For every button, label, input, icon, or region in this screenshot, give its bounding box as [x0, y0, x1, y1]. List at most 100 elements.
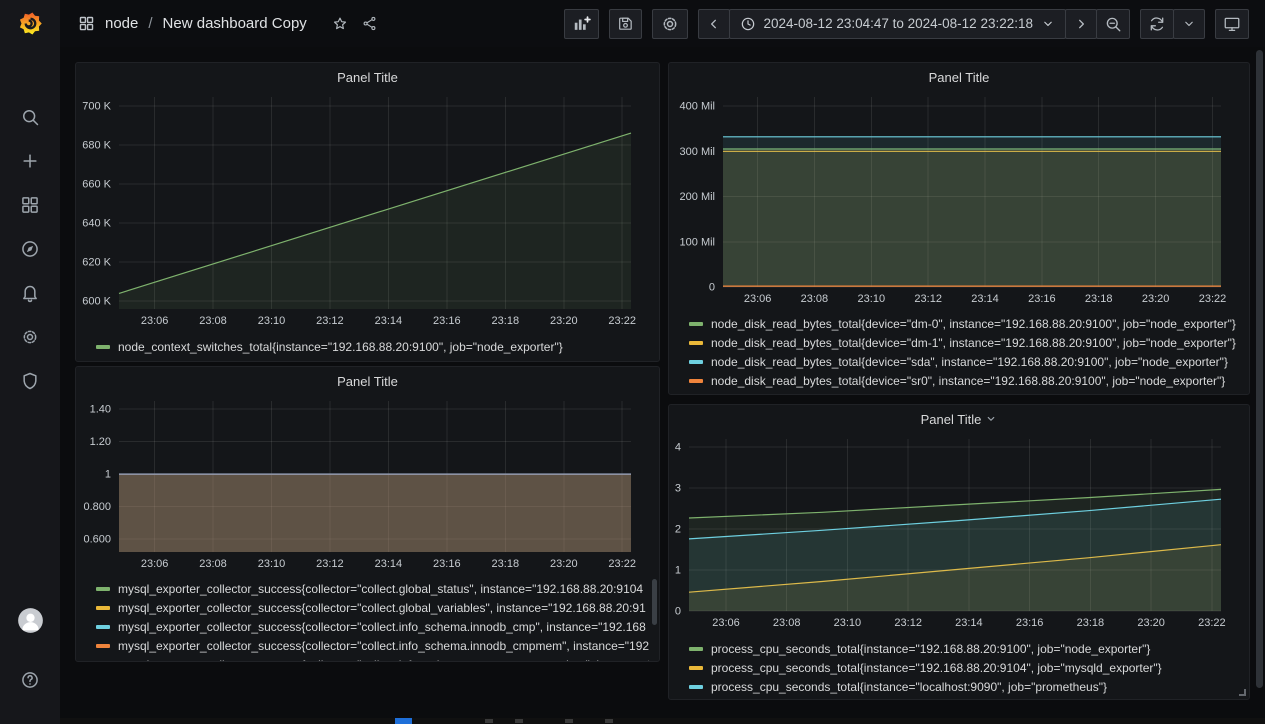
sidebar-item-help[interactable]	[8, 658, 52, 702]
panel-resize-handle[interactable]	[1239, 689, 1246, 696]
svg-text:23:18: 23:18	[492, 558, 520, 570]
add-panel-button[interactable]	[564, 9, 599, 39]
legend-item[interactable]: process_cpu_seconds_total{instance="loca…	[689, 677, 1239, 696]
legend-swatch	[96, 587, 110, 591]
sidebar-item-dashboards[interactable]	[8, 183, 52, 227]
panel-disk-read-bytes: Panel Title 400 Mil300 Mil200 Mil100 Mil…	[668, 62, 1250, 395]
legend-swatch	[689, 685, 703, 689]
panel-menu-chevron-icon	[985, 413, 997, 425]
zoom-out-icon	[1104, 15, 1122, 33]
svg-text:0.800: 0.800	[83, 501, 111, 513]
sidebar-item-create[interactable]	[8, 139, 52, 183]
page-title[interactable]: New dashboard Copy	[163, 15, 307, 32]
legend-item[interactable]: node_disk_read_bytes_total{device="sda",…	[689, 352, 1239, 371]
svg-text:23:08: 23:08	[199, 315, 227, 327]
svg-text:600 K: 600 K	[82, 296, 111, 308]
save-dashboard-button[interactable]	[609, 9, 642, 39]
dashboard-canvas: Panel Title 700 K680 K660 K640 K620 K600…	[60, 47, 1265, 724]
legend-item[interactable]: mysql_exporter_collector_success{collect…	[96, 598, 649, 617]
apps-grid-icon	[78, 15, 95, 32]
svg-text:23:16: 23:16	[433, 315, 461, 327]
taskbar-accent	[395, 718, 412, 724]
time-series-chart[interactable]: 400 Mil300 Mil200 Mil100 Mil023:0623:082…	[669, 91, 1249, 310]
legend-label: node_disk_read_bytes_total{device="dm-1"…	[711, 336, 1236, 350]
page-scrollbar-thumb[interactable]	[1256, 50, 1263, 688]
star-icon[interactable]	[331, 15, 349, 33]
legend-item[interactable]: process_cpu_seconds_total{instance="192.…	[689, 639, 1239, 658]
svg-text:1.40: 1.40	[90, 404, 111, 416]
svg-text:23:16: 23:16	[1028, 293, 1056, 305]
legend-label: mysql_exporter_collector_success{collect…	[118, 639, 649, 653]
svg-text:1: 1	[105, 469, 111, 481]
svg-text:23:20: 23:20	[1137, 617, 1165, 629]
dashboard-settings-button[interactable]	[652, 9, 688, 39]
panel-title-text: Panel Title	[929, 70, 990, 85]
share-icon[interactable]	[361, 15, 378, 33]
svg-text:400 Mil: 400 Mil	[680, 101, 715, 113]
svg-text:23:12: 23:12	[316, 558, 344, 570]
legend-item[interactable]: process_cpu_seconds_total{instance="192.…	[689, 658, 1239, 677]
sidebar-item-search[interactable]	[8, 95, 52, 139]
legend-item[interactable]: mysql_exporter_collector_success{collect…	[96, 579, 649, 598]
time-range-picker[interactable]: 2024-08-12 23:04:47 to 2024-08-12 23:22:…	[729, 9, 1066, 39]
legend-swatch	[689, 322, 703, 326]
chart-legend: process_cpu_seconds_total{instance="192.…	[669, 635, 1249, 699]
svg-text:23:22: 23:22	[608, 558, 636, 570]
toolbar: 2024-08-12 23:04:47 to 2024-08-12 23:22:…	[564, 9, 1249, 39]
svg-text:23:16: 23:16	[1016, 617, 1044, 629]
svg-text:0: 0	[675, 606, 681, 618]
legend-item[interactable]: node_context_switches_total{instance="19…	[96, 337, 649, 356]
legend-swatch	[96, 345, 110, 349]
legend-swatch	[689, 647, 703, 651]
legend-item[interactable]: mysql_exporter_collector_success{collect…	[96, 636, 649, 655]
panel-title[interactable]: Panel Title	[76, 367, 659, 395]
legend-item[interactable]: mysql_exporter_collector_success{collect…	[96, 617, 649, 636]
legend-item[interactable]: node_disk_read_bytes_total{device="dm-0"…	[689, 314, 1239, 333]
legend-item[interactable]: mysql_exporter_collector_success{collect…	[96, 655, 649, 661]
cycle-view-mode-button[interactable]	[1215, 9, 1249, 39]
legend-label: mysql_exporter_collector_success{collect…	[118, 601, 646, 615]
sidebar-item-alerting[interactable]	[8, 271, 52, 315]
sidebar-item-explore[interactable]	[8, 227, 52, 271]
legend-swatch	[689, 341, 703, 345]
sidebar-item-configuration[interactable]	[8, 315, 52, 359]
refresh-button[interactable]	[1140, 9, 1174, 39]
svg-text:23:18: 23:18	[1077, 617, 1105, 629]
sidebar-item-server-admin[interactable]	[8, 359, 52, 403]
panel-process-cpu: Panel Title 4321023:0623:0823:1023:1223:…	[668, 404, 1250, 700]
panel-title[interactable]: Panel Title	[669, 63, 1249, 91]
svg-text:23:14: 23:14	[375, 558, 403, 570]
svg-text:200 Mil: 200 Mil	[680, 191, 715, 203]
time-shift-forward-button[interactable]	[1065, 9, 1097, 39]
panel-title[interactable]: Panel Title	[76, 63, 659, 91]
legend-label: process_cpu_seconds_total{instance="loca…	[711, 680, 1107, 694]
legend-label: mysql_exporter_collector_success{collect…	[118, 658, 649, 662]
legend-item[interactable]: node_disk_read_bytes_total{device="sr0",…	[689, 371, 1239, 390]
time-series-chart[interactable]: 4321023:0623:0823:1023:1223:1423:1623:18…	[669, 433, 1249, 635]
svg-text:23:10: 23:10	[258, 558, 286, 570]
svg-text:700 K: 700 K	[82, 100, 111, 112]
svg-text:2: 2	[675, 524, 681, 536]
svg-text:23:10: 23:10	[858, 293, 886, 305]
time-shift-back-button[interactable]	[698, 9, 730, 39]
breadcrumb-folder[interactable]: node	[105, 15, 138, 32]
chevron-right-icon	[1073, 16, 1089, 32]
panel-title[interactable]: Panel Title	[669, 405, 1249, 433]
time-series-chart[interactable]: 1.401.2010.8000.60023:0623:0823:1023:122…	[76, 395, 659, 575]
user-avatar[interactable]	[8, 598, 52, 642]
svg-text:23:08: 23:08	[199, 558, 227, 570]
legend-item[interactable]: node_disk_read_bytes_total{device="dm-1"…	[689, 333, 1239, 352]
breadcrumb-separator: /	[148, 15, 152, 32]
legend-swatch	[96, 644, 110, 648]
time-series-chart[interactable]: 700 K680 K660 K640 K620 K600 K23:0623:08…	[76, 91, 659, 333]
legend-swatch	[689, 666, 703, 670]
zoom-out-time-button[interactable]	[1096, 9, 1130, 39]
svg-text:660 K: 660 K	[82, 178, 111, 190]
refresh-interval-dropdown[interactable]	[1173, 9, 1205, 39]
svg-text:23:06: 23:06	[744, 293, 772, 305]
legend-swatch	[689, 360, 703, 364]
legend-scrollbar-thumb[interactable]	[652, 579, 657, 625]
chevron-down-icon	[1182, 17, 1196, 31]
svg-text:23:18: 23:18	[1085, 293, 1113, 305]
grafana-logo[interactable]	[0, 0, 60, 47]
